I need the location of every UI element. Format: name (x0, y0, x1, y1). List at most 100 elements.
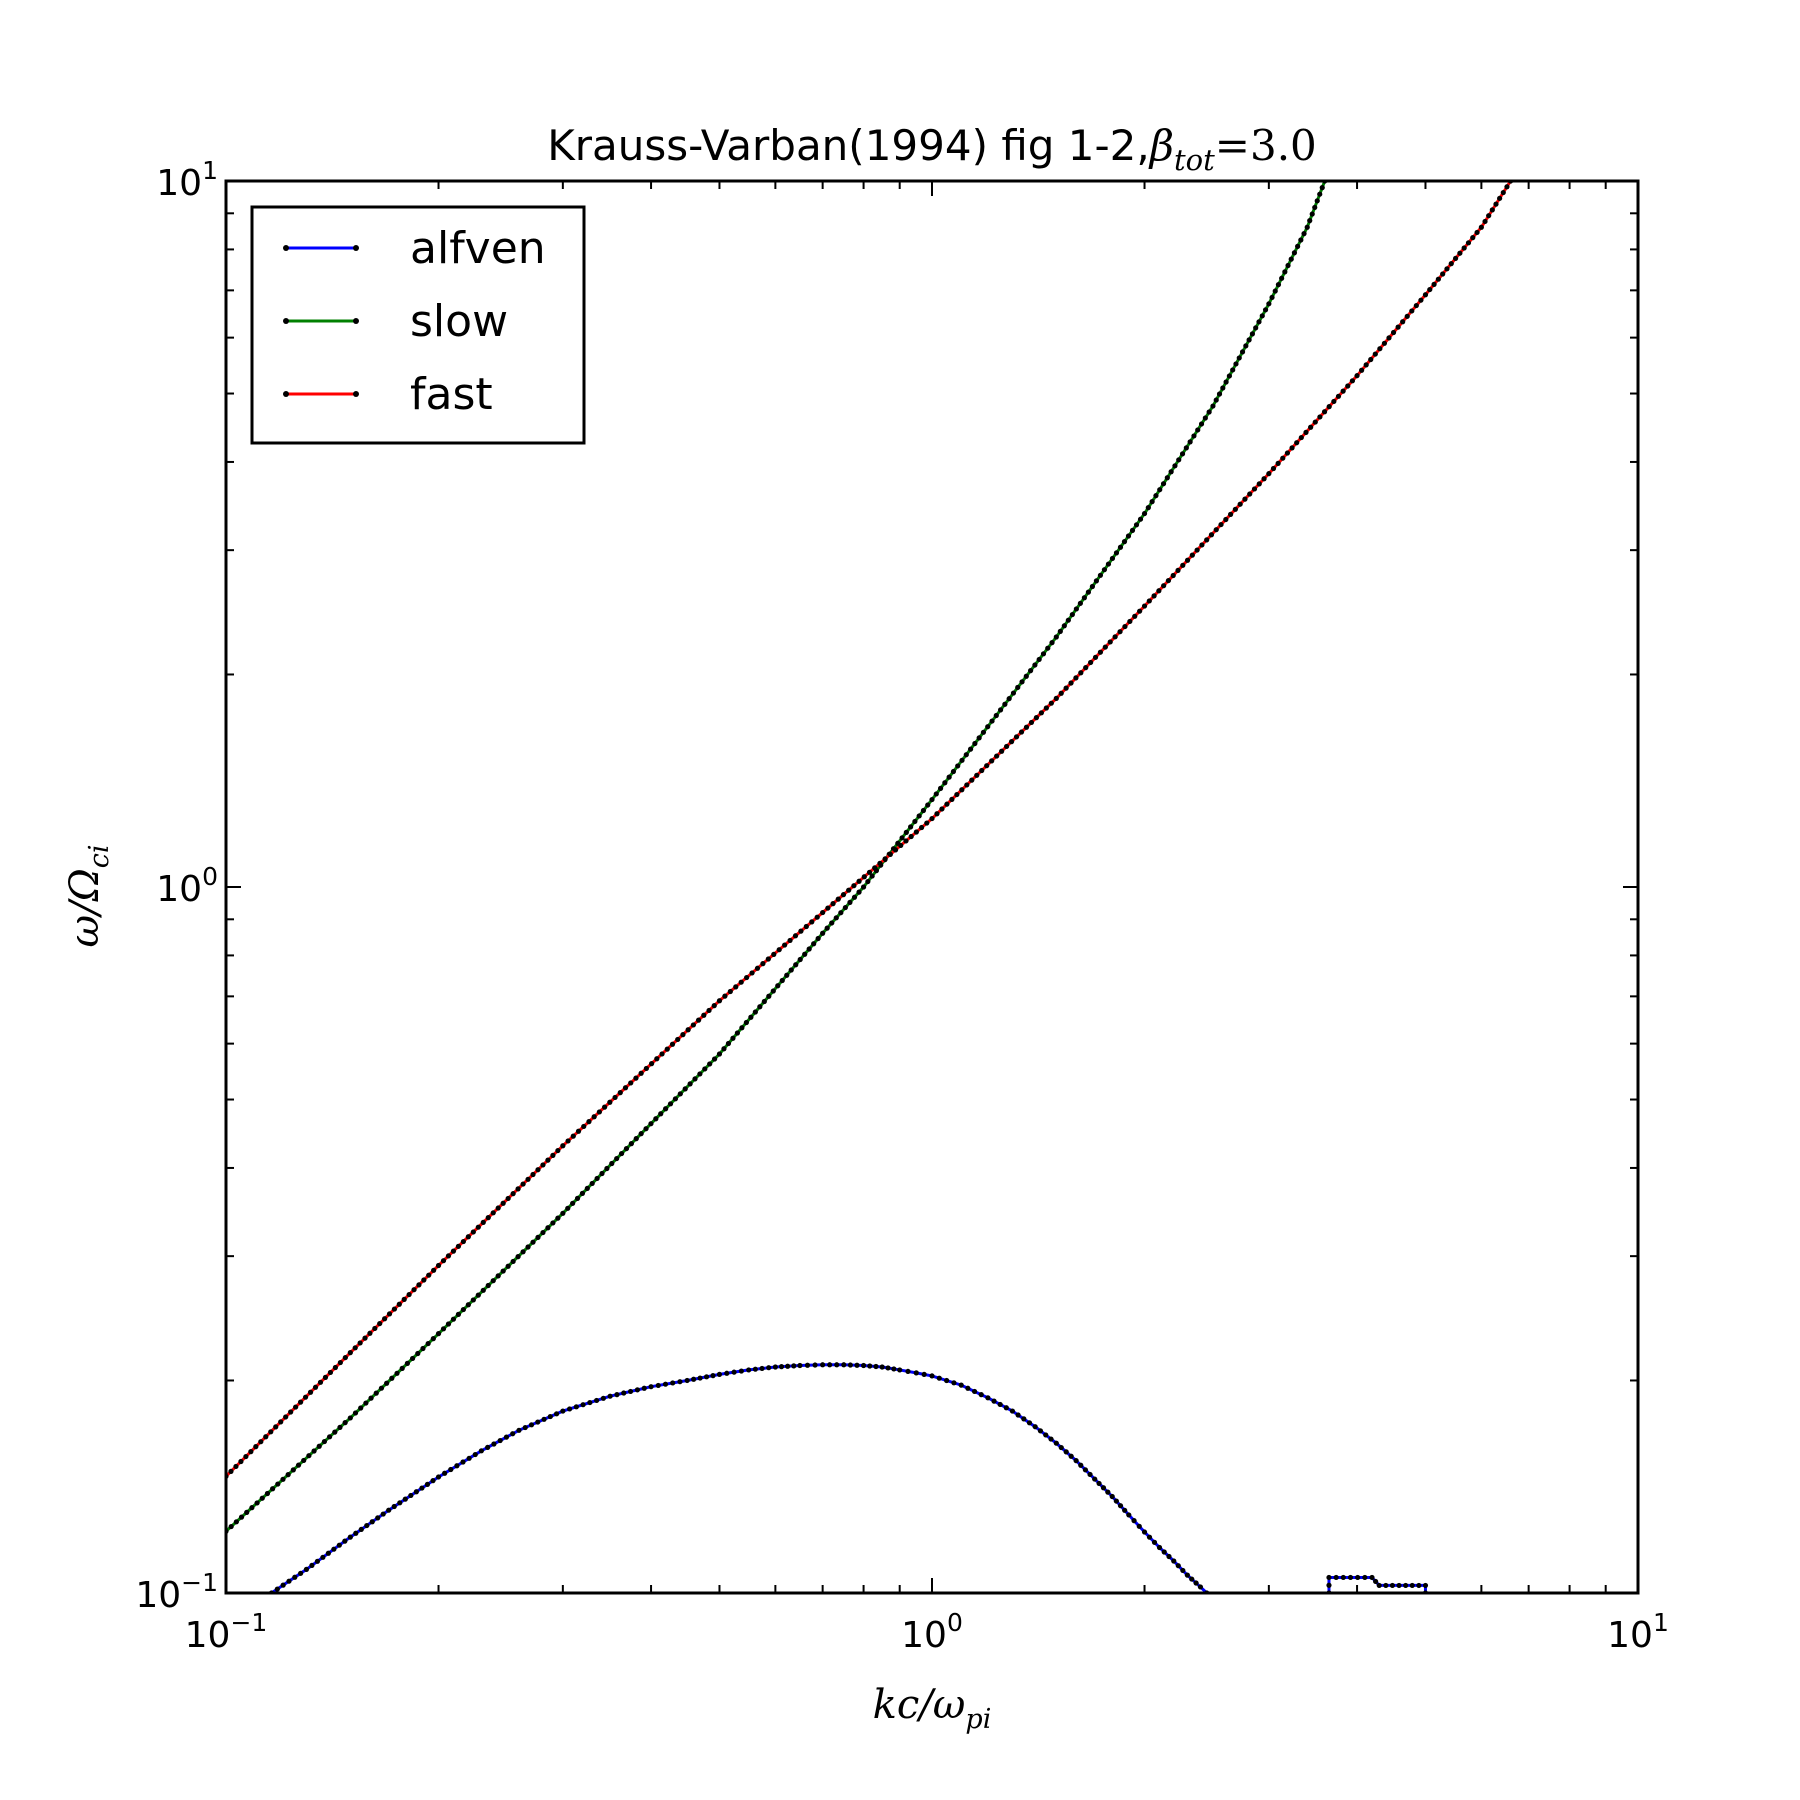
series-point-slow (1125, 533, 1132, 539)
legend-marker-fast (353, 391, 359, 397)
series-point-alfven-step (1376, 1582, 1382, 1589)
series-point-alfven (369, 1519, 375, 1525)
series-point-fast (1275, 460, 1281, 466)
series-point-fast (1073, 675, 1079, 681)
series-point-fast (1058, 690, 1064, 696)
series-point-slow (989, 718, 995, 724)
series-point-slow (865, 878, 871, 885)
series-point-slow (394, 1370, 400, 1376)
y-axis-label: ω/Ωci (62, 844, 115, 947)
series-point-fast (293, 1404, 299, 1410)
series-point-fast (421, 1277, 427, 1283)
series-point-alfven (331, 1546, 337, 1552)
series-point-fast (1359, 367, 1365, 373)
series-point-slow (770, 988, 776, 994)
series-point-fast (1317, 414, 1323, 420)
series-point-alfven (567, 1406, 573, 1412)
series-point-alfven (364, 1522, 370, 1529)
series-point-slow (228, 1523, 234, 1530)
series-point-slow (1198, 421, 1205, 427)
series-point-alfven (1092, 1476, 1098, 1482)
series-point-alfven-step (1347, 1574, 1354, 1581)
series-point-fast (898, 842, 904, 849)
series-point-slow (1164, 475, 1170, 481)
series-point-slow (264, 1490, 271, 1497)
series-point-alfven (497, 1437, 503, 1444)
series-point-alfven (614, 1392, 620, 1398)
series-point-alfven (1175, 1563, 1181, 1569)
series-point-slow (643, 1126, 649, 1132)
series-point-fast (638, 1070, 644, 1076)
series-point-fast (776, 947, 782, 953)
series-point-slow (788, 967, 794, 973)
series-point-fast (1161, 583, 1167, 589)
series-point-alfven (1113, 1498, 1119, 1504)
series-point-slow (1049, 640, 1055, 646)
series-point-alfven (1109, 1493, 1115, 1500)
series-point-alfven (797, 1362, 803, 1369)
series-point-fast (856, 878, 862, 884)
series-point-fast (575, 1128, 582, 1134)
series-point-alfven (691, 1376, 697, 1382)
series-point-fast (1474, 229, 1480, 236)
series-point-slow (1097, 572, 1104, 578)
series-point-slow (1275, 282, 1282, 288)
series-point-fast (669, 1041, 676, 1047)
series-point-fast (782, 942, 788, 948)
series-point-alfven (724, 1370, 730, 1376)
legend-marker-slow (353, 318, 359, 324)
series-point-fast (846, 887, 852, 893)
series-point-alfven (913, 1370, 919, 1376)
series-point-alfven (1100, 1485, 1107, 1491)
series-point-alfven (1078, 1462, 1084, 1468)
series-point-fast (1247, 491, 1253, 497)
series-point-fast (1053, 695, 1059, 701)
legend-label-fast: fast (410, 369, 493, 420)
series-point-alfven (560, 1408, 566, 1414)
series-point-slow (316, 1443, 322, 1449)
series-point-fast (1422, 292, 1429, 298)
series-point-slow (663, 1106, 669, 1112)
series-point-alfven (1026, 1420, 1033, 1426)
series-point-alfven-step (1403, 1582, 1409, 1589)
series-point-fast (913, 829, 919, 835)
series-point-slow (579, 1190, 586, 1196)
series-point-slow (1168, 469, 1174, 475)
series-point-alfven (380, 1511, 386, 1517)
chart-title-math-sub: tot (1174, 143, 1215, 177)
series-point-slow (980, 729, 987, 735)
series-point-alfven (1136, 1523, 1142, 1529)
series-point-slow (1246, 337, 1252, 343)
series-point-alfven (812, 1362, 818, 1368)
series-point-alfven-step (1373, 1578, 1379, 1585)
series-point-slow (1312, 204, 1318, 211)
series-point-alfven (547, 1413, 553, 1420)
series-point-alfven-step (1355, 1574, 1361, 1581)
series-point-fast (317, 1379, 324, 1385)
series-point-alfven (929, 1373, 935, 1379)
series-point-fast (1165, 577, 1172, 584)
series-point-slow (838, 910, 844, 916)
series-point-alfven (528, 1422, 535, 1428)
series-point-alfven (772, 1364, 778, 1370)
series-point-slow (295, 1462, 302, 1468)
series-point-alfven (997, 1401, 1003, 1408)
series-point-alfven (991, 1398, 997, 1404)
series-point-alfven (342, 1538, 348, 1544)
series-point-alfven (419, 1485, 425, 1491)
series-point-fast (342, 1354, 348, 1361)
series-point-alfven (1043, 1432, 1049, 1438)
series-point-fast (596, 1109, 602, 1115)
series-point-fast (1395, 324, 1401, 330)
series-point-fast (327, 1369, 334, 1376)
series-point-alfven (430, 1478, 436, 1484)
series-point-fast (406, 1291, 412, 1298)
x-tick-label: 100 (901, 1608, 963, 1656)
series-point-slow (851, 894, 858, 900)
series-point-fast (475, 1224, 481, 1230)
series-point-fast (505, 1195, 511, 1202)
series-point-fast (1194, 547, 1200, 553)
series-point-fast (934, 811, 940, 817)
series-point-slow (1028, 668, 1034, 674)
series-point-fast (1354, 373, 1360, 379)
